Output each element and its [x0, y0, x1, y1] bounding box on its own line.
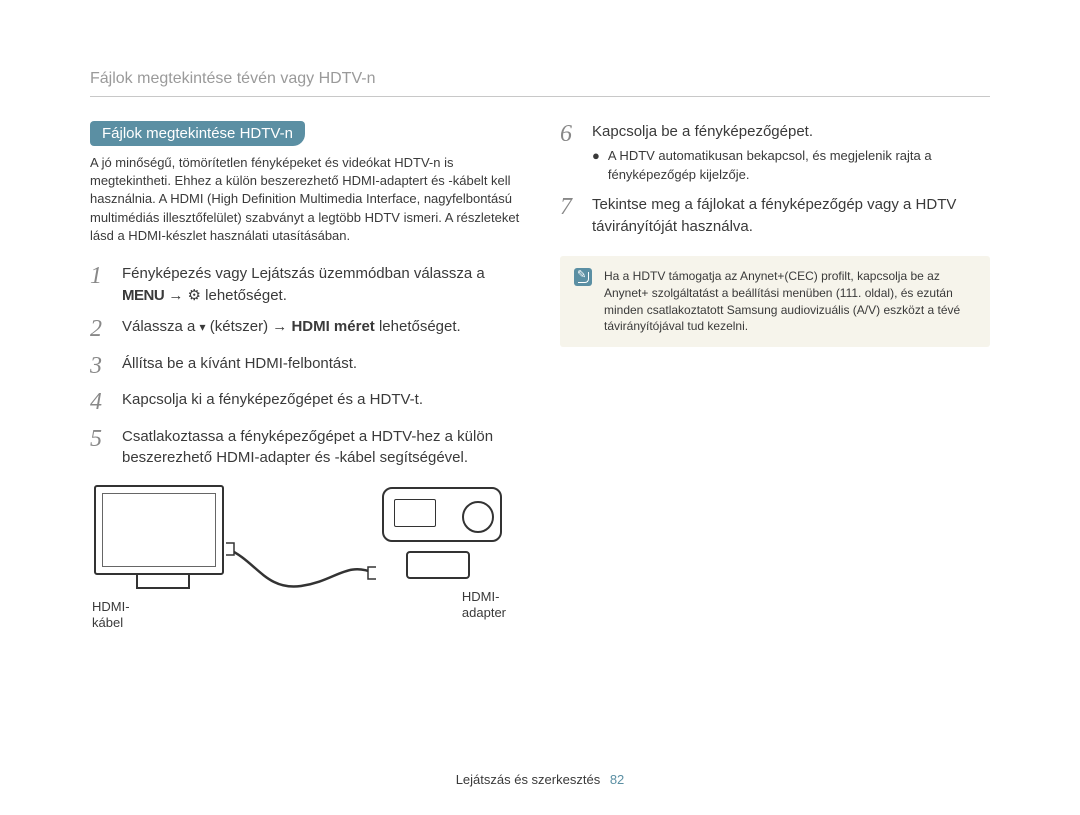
- step-prefix: Válassza a: [122, 318, 200, 335]
- step-body: Állítsa be a kívánt HDMI-felbontást.: [122, 353, 520, 375]
- step-body: Kapcsolja ki a fényképezőgépet és a HDTV…: [122, 389, 520, 411]
- step-bold: HDMI méret: [291, 318, 374, 335]
- step-body: Csatlakoztassa a fényképezőgépet a HDTV-…: [122, 426, 520, 470]
- cable-label: HDMI- kábel: [92, 599, 130, 630]
- step-2: 2 Válassza a ▾ (kétszer) → HDMI méret le…: [90, 316, 520, 342]
- step-body: Fényképezés vagy Lejátszás üzemmódban vá…: [122, 263, 520, 307]
- step-suffix: lehetőséget.: [205, 287, 287, 304]
- menu-icon: MENU: [122, 287, 164, 304]
- step-suffix: lehetőséget.: [379, 318, 461, 335]
- cable-icon: [226, 541, 376, 601]
- step-body: Kapcsolja be a fényképezőgépet. ● A HDTV…: [592, 121, 990, 184]
- step-number: 5: [90, 426, 110, 452]
- step-5: 5 Csatlakoztassa a fényképezőgépet a HDT…: [90, 426, 520, 470]
- step-number: 6: [560, 121, 580, 147]
- note-icon: [574, 268, 592, 286]
- connection-diagram: HDMI- kábel HDMI- adapter: [90, 481, 510, 641]
- step-3: 3 Állítsa be a kívánt HDMI-felbontást.: [90, 353, 520, 379]
- note-text: Ha a HDTV támogatja az Anynet+(CEC) prof…: [604, 268, 976, 335]
- intro-paragraph: A jó minőségű, tömörítetlen fényképeket …: [90, 154, 520, 245]
- camera-icon: [382, 487, 502, 542]
- label-line: kábel: [92, 615, 123, 630]
- step-number: 1: [90, 263, 110, 289]
- gear-icon: ⚙: [188, 287, 201, 304]
- page-number: 82: [610, 772, 624, 787]
- bullet-text: A HDTV automatikusan bekapcsol, és megje…: [608, 147, 990, 185]
- step-body: Válassza a ▾ (kétszer) → HDMI méret lehe…: [122, 316, 520, 338]
- step-body: Tekintse meg a fájlokat a fényképezőgép …: [592, 194, 990, 238]
- step-number: 3: [90, 353, 110, 379]
- label-line: HDMI-: [92, 599, 130, 614]
- step-4: 4 Kapcsolja ki a fényképezőgépet és a HD…: [90, 389, 520, 415]
- bullet-dot-icon: ●: [592, 147, 600, 185]
- section-pill: Fájlok megtekintése HDTV-n: [90, 121, 305, 146]
- left-column: Fájlok megtekintése HDTV-n A jó minőségű…: [90, 121, 520, 641]
- step-1: 1 Fényképezés vagy Lejátszás üzemmódban …: [90, 263, 520, 307]
- note-box: Ha a HDTV támogatja az Anynet+(CEC) prof…: [560, 256, 990, 347]
- step-mid: (kétszer) →: [210, 318, 292, 335]
- label-line: adapter: [462, 605, 506, 620]
- chevron-down-icon: ▾: [200, 319, 206, 336]
- step-bullet: ● A HDTV automatikusan bekapcsol, és meg…: [592, 147, 990, 185]
- adapter-label: HDMI- adapter: [462, 589, 506, 620]
- tv-icon: [94, 485, 224, 575]
- step-number: 2: [90, 316, 110, 342]
- step-number: 7: [560, 194, 580, 220]
- adapter-icon: [406, 551, 470, 579]
- step-7: 7 Tekintse meg a fájlokat a fényképezőgé…: [560, 194, 990, 238]
- step-6: 6 Kapcsolja be a fényképezőgépet. ● A HD…: [560, 121, 990, 184]
- label-line: HDMI-: [462, 589, 500, 604]
- right-column: 6 Kapcsolja be a fényképezőgépet. ● A HD…: [560, 121, 990, 641]
- step-text: Kapcsolja be a fényképezőgépet.: [592, 121, 990, 143]
- arrow: →: [168, 287, 187, 304]
- content-columns: Fájlok megtekintése HDTV-n A jó minőségű…: [90, 121, 990, 641]
- step-text: Fényképezés vagy Lejátszás üzemmódban vá…: [122, 265, 485, 282]
- footer-section: Lejátszás és szerkesztés: [456, 772, 601, 787]
- page-footer: Lejátszás és szerkesztés 82: [0, 772, 1080, 787]
- step-number: 4: [90, 389, 110, 415]
- page-header: Fájlok megtekintése tévén vagy HDTV-n: [90, 70, 990, 97]
